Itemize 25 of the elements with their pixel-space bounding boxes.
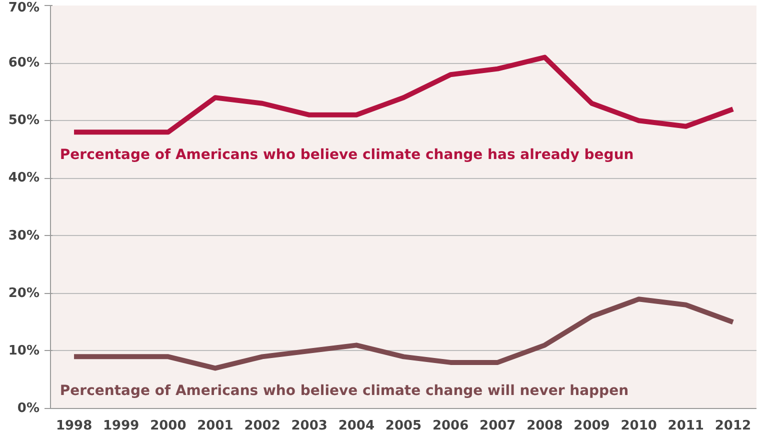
x-tick-label: 2011 [668,418,704,434]
y-tick-label: 40% [8,170,40,186]
x-tick-label: 2004 [338,418,375,434]
y-tick-label: 30% [8,228,40,244]
x-tick-label: 2003 [291,418,328,434]
x-tick-label: 2010 [620,418,657,434]
x-tick-label: 2006 [432,418,469,434]
y-tick-label: 10% [8,343,40,358]
x-tick-label: 2009 [574,418,610,434]
x-tick-label: 2008 [526,418,563,434]
y-tick-label: 20% [8,286,40,301]
x-tick-label: 1998 [56,418,92,434]
series-label: Percentage of Americans who believe climate change has already begun [60,147,634,164]
x-tick-label: 1999 [103,418,140,434]
x-tick-label: 2007 [480,418,516,434]
y-tick-label: 70% [8,0,40,16]
x-tick-label: 2005 [385,418,422,434]
y-tick-label: 60% [8,56,40,71]
x-tick-label: 2000 [150,418,186,434]
x-tick-label: 2012 [714,418,752,434]
text: Percentage of Americans who believe climate change will never happen [60,383,629,400]
x-tick-label: 2002 [244,418,280,434]
x-tick-label: 2001 [197,418,234,434]
y-tick-label: 0% [17,401,40,416]
y-tick-label: 50% [8,113,40,128]
